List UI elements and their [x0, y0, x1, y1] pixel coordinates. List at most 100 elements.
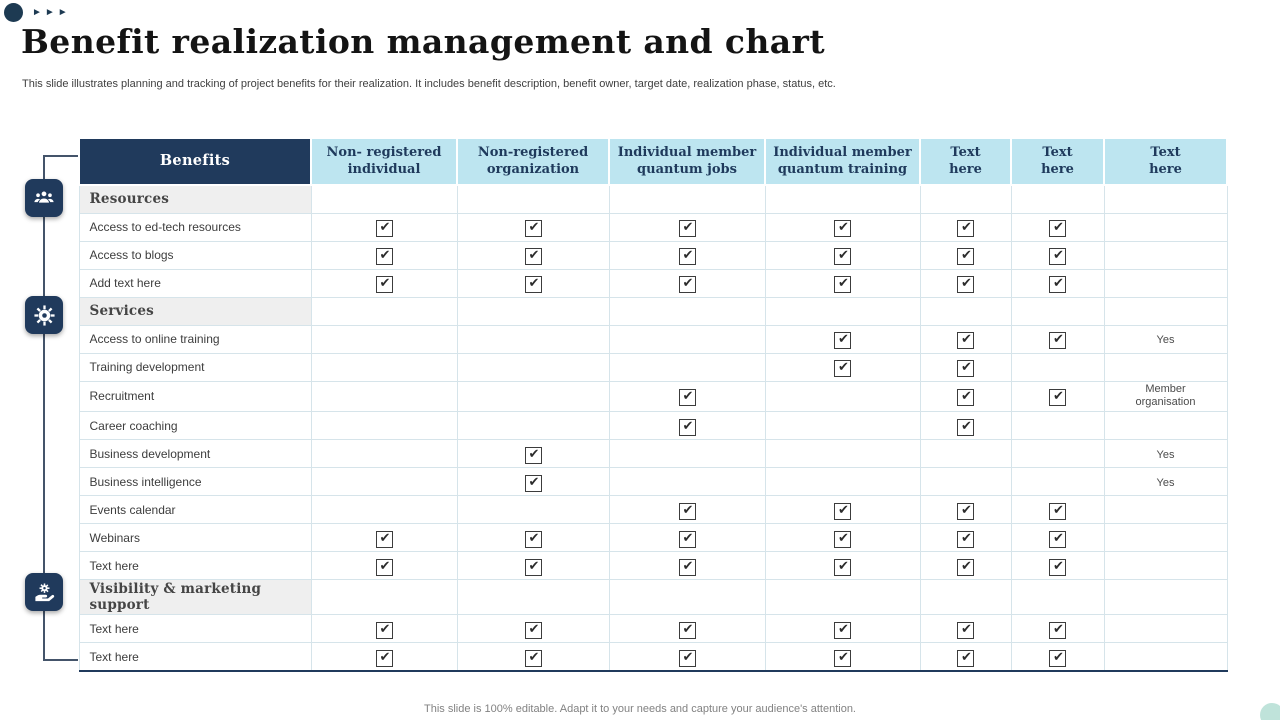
checked-checkbox[interactable]: ✔ — [678, 530, 696, 548]
checked-checkbox[interactable]: ✔ — [375, 621, 393, 639]
table-cell: ✔ — [456, 439, 610, 469]
checked-checkbox[interactable]: ✔ — [678, 418, 696, 436]
table-cell — [1103, 352, 1228, 382]
check-icon: ✔ — [961, 558, 972, 574]
checked-checkbox[interactable]: ✔ — [678, 649, 696, 667]
table-cell: ✔ — [456, 212, 610, 242]
checked-checkbox[interactable]: ✔ — [957, 389, 974, 407]
checked-checkbox[interactable]: ✔ — [375, 649, 393, 667]
checked-checkbox[interactable]: ✔ — [524, 530, 542, 548]
table-cell — [1103, 411, 1228, 441]
table-row: Business intelligence ✔ Yes — [78, 467, 1228, 497]
checked-checkbox[interactable]: ✔ — [1049, 621, 1066, 639]
table-cell — [764, 380, 921, 413]
table-cell — [1010, 184, 1105, 214]
section-row: Services — [78, 296, 1228, 326]
table-cell — [310, 467, 458, 497]
checked-checkbox[interactable]: ✔ — [957, 530, 974, 548]
check-icon: ✔ — [682, 389, 694, 405]
connector-tick-bottom — [43, 659, 78, 661]
checked-checkbox[interactable]: ✔ — [1049, 502, 1066, 520]
table-cell: ✔ — [608, 268, 766, 298]
checked-checkbox[interactable]: ✔ — [678, 248, 696, 265]
checked-checkbox[interactable]: ✔ — [834, 220, 851, 237]
checked-checkbox[interactable]: ✔ — [524, 558, 542, 576]
table-cell: ✔ — [310, 614, 458, 644]
checked-checkbox[interactable]: ✔ — [834, 276, 851, 293]
row-label: Text here — [78, 642, 312, 672]
check-icon: ✔ — [682, 621, 694, 637]
checked-checkbox[interactable]: ✔ — [678, 276, 696, 293]
table-cell — [1103, 495, 1228, 525]
checked-checkbox[interactable]: ✔ — [834, 558, 851, 576]
table-row: Access to online training ✔ ✔ ✔ Yes — [78, 324, 1228, 354]
checked-checkbox[interactable]: ✔ — [957, 418, 974, 436]
checked-checkbox[interactable]: ✔ — [375, 530, 393, 548]
table-cell — [310, 380, 458, 413]
checked-checkbox[interactable]: ✔ — [957, 360, 974, 377]
row-label: Career coaching — [78, 411, 312, 441]
check-icon: ✔ — [961, 649, 972, 665]
hand-gear-icon — [25, 573, 63, 611]
checked-checkbox[interactable]: ✔ — [1049, 389, 1066, 407]
checked-checkbox[interactable]: ✔ — [375, 276, 393, 293]
checked-checkbox[interactable]: ✔ — [1049, 276, 1066, 293]
checked-checkbox[interactable]: ✔ — [834, 621, 851, 639]
checked-checkbox[interactable]: ✔ — [678, 389, 696, 407]
table-cell: Member organisation — [1103, 380, 1228, 413]
check-icon: ✔ — [961, 389, 972, 405]
checked-checkbox[interactable]: ✔ — [1049, 332, 1066, 349]
checked-checkbox[interactable]: ✔ — [957, 332, 974, 349]
checked-checkbox[interactable]: ✔ — [834, 248, 851, 265]
table-cell — [310, 411, 458, 441]
checked-checkbox[interactable]: ✔ — [1049, 530, 1066, 548]
checked-checkbox[interactable]: ✔ — [834, 530, 851, 548]
checked-checkbox[interactable]: ✔ — [1049, 649, 1066, 667]
checked-checkbox[interactable]: ✔ — [834, 649, 851, 667]
checked-checkbox[interactable]: ✔ — [678, 621, 696, 639]
table-cell: ✔ — [1010, 212, 1105, 242]
checked-checkbox[interactable]: ✔ — [524, 621, 542, 639]
check-icon: ✔ — [682, 418, 694, 434]
checked-checkbox[interactable]: ✔ — [957, 220, 974, 237]
table-cell: ✔ — [919, 324, 1012, 354]
checked-checkbox[interactable]: ✔ — [834, 332, 851, 349]
checked-checkbox[interactable]: ✔ — [957, 502, 974, 520]
table-cell: ✔ — [1010, 380, 1105, 413]
check-icon: ✔ — [961, 502, 972, 518]
checked-checkbox[interactable]: ✔ — [1049, 558, 1066, 576]
checked-checkbox[interactable]: ✔ — [678, 558, 696, 576]
table-cell: ✔ — [919, 614, 1012, 644]
checked-checkbox[interactable]: ✔ — [834, 502, 851, 520]
checked-checkbox[interactable]: ✔ — [524, 248, 542, 265]
checked-checkbox[interactable]: ✔ — [678, 502, 696, 520]
table-cell — [1103, 268, 1228, 298]
checked-checkbox[interactable]: ✔ — [524, 446, 542, 464]
check-icon: ✔ — [838, 332, 849, 347]
checked-checkbox[interactable]: ✔ — [957, 248, 974, 265]
table-cell — [310, 296, 458, 326]
checked-checkbox[interactable]: ✔ — [524, 276, 542, 293]
checked-checkbox[interactable]: ✔ — [957, 649, 974, 667]
checked-checkbox[interactable]: ✔ — [524, 220, 542, 237]
checked-checkbox[interactable]: ✔ — [524, 474, 542, 492]
checked-checkbox[interactable]: ✔ — [678, 220, 696, 237]
check-icon: ✔ — [528, 446, 540, 462]
table-cell — [1010, 296, 1105, 326]
checked-checkbox[interactable]: ✔ — [957, 276, 974, 293]
table-cell: ✔ — [764, 212, 921, 242]
table-cell — [310, 324, 458, 354]
table-cell: Yes — [1103, 439, 1228, 469]
checked-checkbox[interactable]: ✔ — [1049, 248, 1066, 265]
checked-checkbox[interactable]: ✔ — [375, 248, 393, 265]
checked-checkbox[interactable]: ✔ — [834, 360, 851, 377]
checked-checkbox[interactable]: ✔ — [957, 621, 974, 639]
checked-checkbox[interactable]: ✔ — [524, 649, 542, 667]
checked-checkbox[interactable]: ✔ — [1049, 220, 1066, 237]
check-icon: ✔ — [838, 360, 849, 375]
checked-checkbox[interactable]: ✔ — [375, 558, 393, 576]
connector-tick-top — [43, 155, 78, 157]
check-icon: ✔ — [961, 418, 972, 434]
checked-checkbox[interactable]: ✔ — [375, 220, 393, 237]
checked-checkbox[interactable]: ✔ — [957, 558, 974, 576]
